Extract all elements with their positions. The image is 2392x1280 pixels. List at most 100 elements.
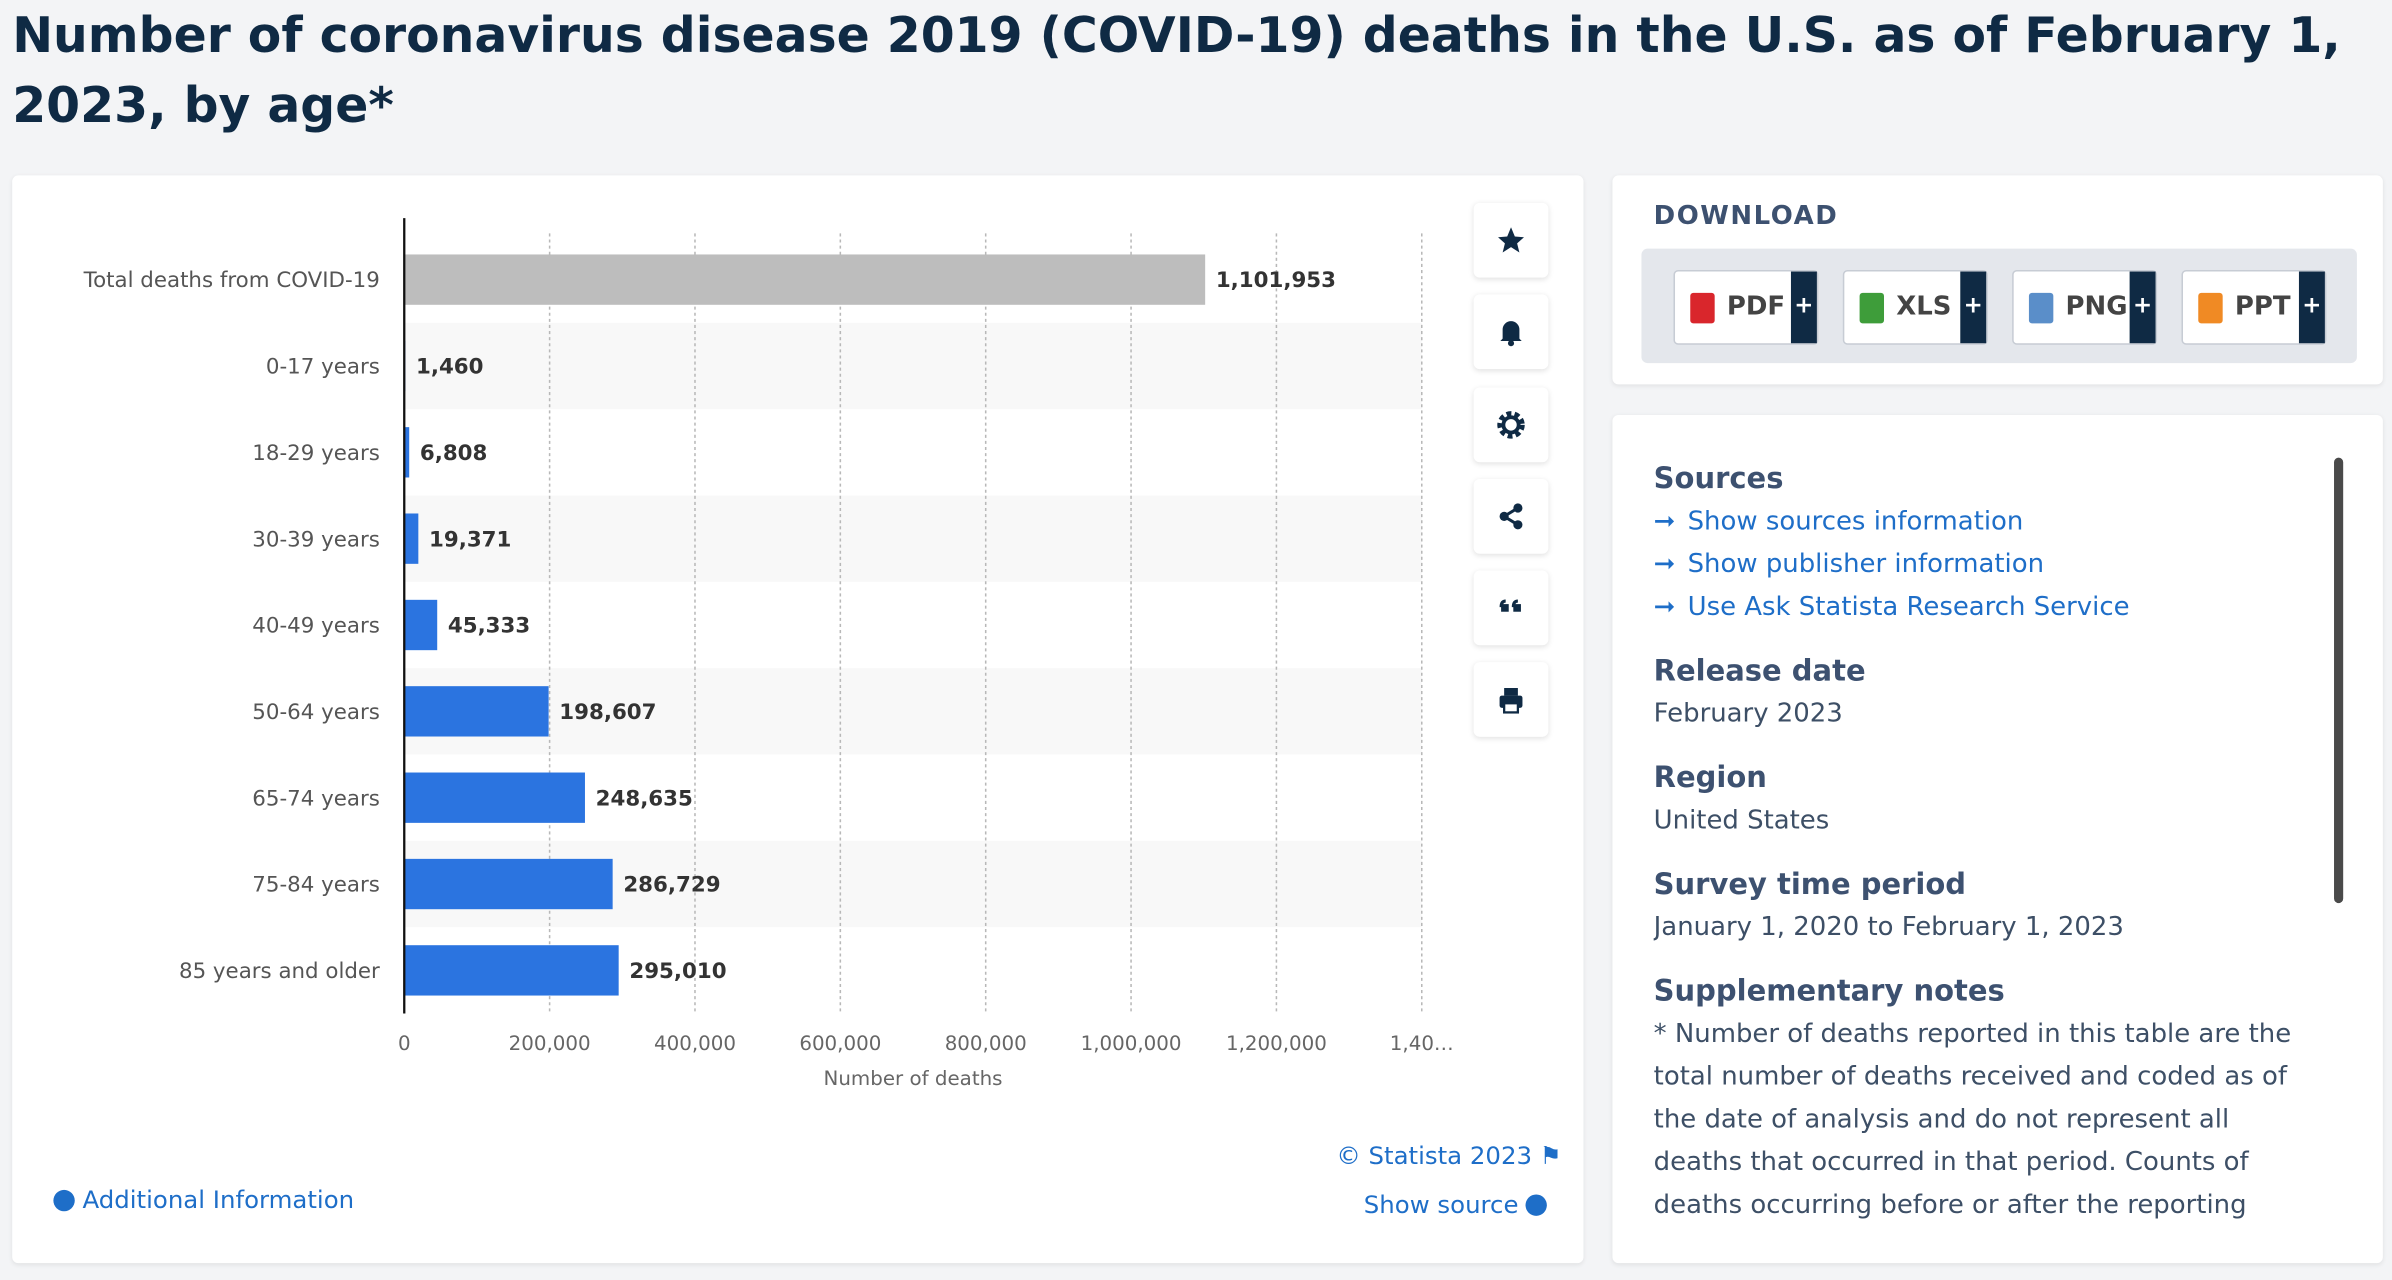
- source-links: ➞ Show sources information ➞ Show publisher…: [1654, 500, 2310, 628]
- download-card: DOWNLOAD PDF + XLS + PNG + PPT +: [1612, 175, 2383, 385]
- quote-icon: [1499, 599, 1521, 612]
- additional-info[interactable]: Additional Information: [53, 1185, 354, 1214]
- download-button[interactable]: XLS +: [1842, 270, 1988, 345]
- link-text: Use Ask Statista Research Service: [1687, 591, 2130, 623]
- format-label: XLS: [1896, 291, 1952, 322]
- x-tick-label: 800,000: [945, 1032, 1027, 1055]
- format-label: PDF: [1726, 291, 1786, 322]
- gear-icon: [1497, 411, 1525, 439]
- x-tick-label: 0: [398, 1032, 411, 1055]
- plus-sign: +: [2129, 271, 2156, 344]
- cite-button[interactable]: [1473, 570, 1549, 646]
- bar: [404, 945, 619, 996]
- value-label: 1,460: [416, 355, 484, 380]
- favorite-button[interactable]: [1473, 202, 1549, 278]
- download-heading: DOWNLOAD: [1653, 201, 1839, 232]
- bar: [404, 254, 1206, 305]
- source-link[interactable]: ➞ Show sources information: [1654, 500, 2310, 543]
- bar: [404, 858, 613, 910]
- copyright[interactable]: © Statista 2023 ⚑: [1336, 1141, 1562, 1171]
- notes-heading: Supplementary notes: [1653, 974, 2005, 1009]
- arrow-icon: ➞: [1653, 549, 1676, 580]
- value-label: 295,010: [629, 959, 726, 984]
- additional-info-text: Additional Information: [82, 1185, 355, 1215]
- source-link[interactable]: ➞ Use Ask Statista Research Service: [1654, 586, 2310, 629]
- share-button[interactable]: [1473, 479, 1549, 554]
- row-stripe: [404, 495, 1422, 582]
- info-icon: [1526, 1194, 1548, 1216]
- bar: [404, 427, 410, 478]
- detail-heading: Region: [1653, 761, 1767, 795]
- download-button[interactable]: PNG +: [2012, 270, 2158, 345]
- bar: [404, 513, 419, 564]
- y-tick-label: Total deaths from COVID-19: [83, 268, 380, 293]
- x-tick-label: 1,000,000: [1081, 1032, 1182, 1055]
- detail-heading: Release date: [1653, 654, 1866, 689]
- details: Release date February 2023 Region United St…: [1654, 650, 2310, 949]
- detail-heading: Survey time period: [1653, 868, 1967, 902]
- x-tick-label: 1,200,000: [1226, 1032, 1327, 1055]
- y-tick-label: 85 years and older: [179, 959, 380, 984]
- bar: [404, 599, 438, 651]
- settings-button[interactable]: [1473, 387, 1549, 463]
- file-icon: [2028, 292, 2054, 324]
- format-label: PPT: [2234, 291, 2291, 322]
- share-icon: [1499, 503, 1523, 530]
- value-label: 1,101,953: [1216, 268, 1336, 293]
- show-source[interactable]: Show source: [1364, 1190, 1548, 1219]
- format-label: PNG: [2065, 291, 2128, 322]
- download-button[interactable]: PPT +: [2181, 270, 2327, 345]
- y-tick-label: 0-17 years: [266, 355, 380, 380]
- info-card: Sources ➞ Show sources information ➞ Show p…: [1612, 414, 2383, 1264]
- link-text: Show publisher information: [1687, 549, 2045, 580]
- alert-button[interactable]: [1473, 294, 1549, 370]
- value-label: 286,729: [623, 873, 720, 898]
- plus-sign: +: [2298, 271, 2325, 344]
- detail-text: United States: [1653, 805, 1830, 836]
- value-label: 19,371: [429, 527, 511, 552]
- value-label: 6,808: [420, 441, 488, 466]
- detail-text: January 1, 2020 to February 1, 2023: [1653, 912, 2124, 943]
- y-tick-label: 50-64 years: [252, 700, 380, 725]
- y-tick-label: 18-29 years: [252, 441, 380, 466]
- download-button[interactable]: PDF +: [1673, 270, 1819, 345]
- y-tick-label: 75-84 years: [252, 873, 380, 898]
- bell-icon: [1500, 321, 1522, 347]
- star-icon: [1498, 227, 1524, 253]
- source-link[interactable]: ➞ Show publisher information: [1654, 543, 2310, 586]
- x-tick-label: 600,000: [799, 1032, 881, 1055]
- x-axis-label: Number of deaths: [824, 1067, 1003, 1090]
- arrow-icon: ➞: [1653, 591, 1676, 623]
- notes-text: * Number of deaths reported in this tabl…: [1653, 1019, 2292, 1221]
- y-tick-label: 65-74 years: [252, 786, 380, 811]
- plus-sign: +: [1960, 271, 1987, 344]
- y-tick-label: 30-39 years: [252, 527, 380, 552]
- value-label: 198,607: [559, 700, 656, 725]
- plus-sign: +: [1790, 271, 1817, 344]
- copyright-text: © Statista 2023: [1336, 1141, 1533, 1171]
- value-label: 248,635: [596, 786, 693, 811]
- info-panel: Sources ➞ Show sources information ➞ Show p…: [1654, 458, 2310, 1221]
- print-button[interactable]: [1473, 662, 1549, 737]
- sources-heading: Sources: [1653, 462, 1784, 496]
- row-stripe: [404, 668, 1422, 755]
- file-icon: [1690, 292, 1715, 324]
- info-icon: [53, 1189, 75, 1212]
- arrow-icon: ➞: [1653, 506, 1676, 537]
- detail-text: February 2023: [1653, 698, 1843, 730]
- link-text: Show sources information: [1687, 506, 2024, 537]
- chart-card: 0 200,000 400,000 600,000 800,000 1,000,000 1,…: [12, 175, 1584, 1264]
- show-source-text: Show source: [1363, 1189, 1519, 1219]
- chart: 0 200,000 400,000 600,000 800,000 1,000,000 1,…: [83, 218, 1454, 1090]
- value-label: 45,333: [448, 614, 530, 639]
- x-tick-label: 200,000: [509, 1032, 591, 1055]
- file-icon: [2198, 292, 2223, 324]
- bar: [404, 772, 585, 823]
- row-stripe: [404, 322, 1422, 410]
- x-tick-label: 1,40…: [1390, 1032, 1454, 1055]
- scrollbar[interactable]: [2334, 457, 2344, 904]
- download-buttons: PDF + XLS + PNG + PPT +: [1641, 248, 2357, 364]
- print-icon: [1499, 688, 1523, 714]
